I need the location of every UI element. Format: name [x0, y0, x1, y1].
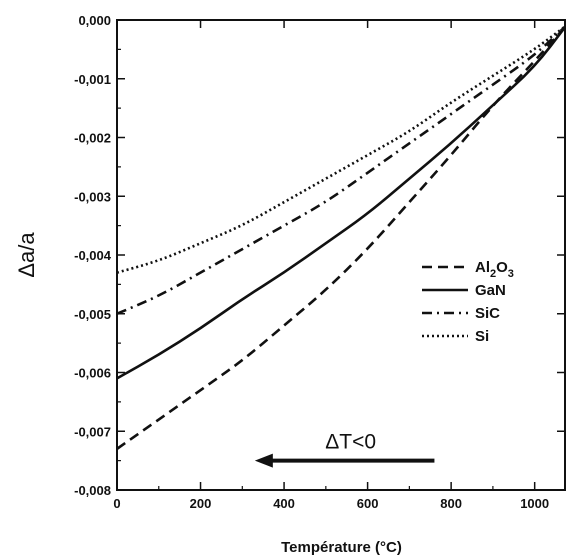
series-lines	[116, 24, 566, 450]
legend-entry-si: Si	[475, 328, 489, 345]
x-tick-label: 400	[273, 496, 295, 511]
y-tick-label: -0,001	[74, 72, 111, 87]
legend-entry-gan: GaN	[475, 282, 506, 299]
x-axis-label: Température (°C)	[281, 539, 402, 556]
y-tick-label: -0,007	[74, 424, 111, 439]
y-axis-label: Δa/a	[14, 232, 39, 278]
y-tick-label: 0,000	[78, 13, 111, 28]
legend-entry-al2o3: Al2O3	[475, 259, 514, 280]
y-tick-label: -0,003	[74, 189, 111, 204]
legend-entry-sic: SiC	[475, 305, 500, 322]
plot-frame	[116, 19, 566, 491]
x-tick-label: 600	[357, 496, 379, 511]
x-tick-label: 800	[440, 496, 462, 511]
y-tick-label: -0,005	[74, 307, 111, 322]
y-tick-label: -0,008	[74, 483, 111, 498]
legend: Al2O3 GaN SiC Si	[422, 259, 514, 345]
series-line-al2o3	[116, 25, 566, 450]
series-line-gan	[116, 25, 566, 380]
y-tick-label: -0,004	[74, 248, 112, 263]
series-line-sic	[116, 24, 566, 315]
axis-tick-labels: 0 200 400 600 800 1000 0,000 -0,001 -0,002 -0,003…	[74, 13, 549, 511]
series-line-si	[116, 24, 566, 274]
x-tick-label: 0	[113, 496, 120, 511]
axis-ticks	[116, 19, 565, 491]
x-tick-label: 1000	[520, 496, 549, 511]
annotation-arrow-head	[254, 453, 273, 468]
annotation-text: ΔT<0	[325, 431, 376, 454]
y-tick-label: -0,006	[74, 366, 111, 381]
y-tick-label: -0,002	[74, 131, 111, 146]
x-tick-label: 200	[190, 496, 212, 511]
annotation: ΔT<0	[254, 431, 435, 468]
